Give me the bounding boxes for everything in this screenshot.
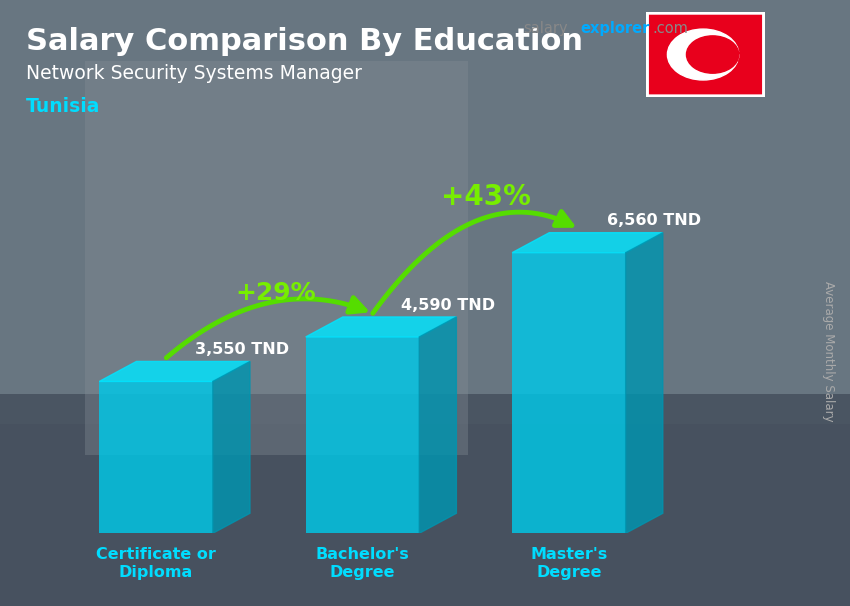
Text: Average Monthly Salary: Average Monthly Salary — [822, 281, 836, 422]
Text: +43%: +43% — [441, 182, 531, 211]
Circle shape — [667, 29, 739, 80]
Text: Salary Comparison By Education: Salary Comparison By Education — [26, 27, 582, 56]
Bar — [306, 337, 419, 533]
Text: Network Security Systems Manager: Network Security Systems Manager — [26, 64, 361, 82]
Bar — [512, 253, 626, 533]
Text: .com: .com — [653, 21, 689, 36]
Text: 4,590 TND: 4,590 TND — [401, 298, 496, 313]
Polygon shape — [512, 233, 663, 253]
Polygon shape — [306, 317, 456, 337]
Text: +29%: +29% — [235, 281, 316, 305]
Text: explorer: explorer — [581, 21, 650, 36]
Text: 3,550 TND: 3,550 TND — [195, 342, 289, 357]
Circle shape — [687, 36, 739, 73]
Polygon shape — [99, 361, 250, 381]
Polygon shape — [419, 317, 456, 533]
Text: 6,560 TND: 6,560 TND — [608, 213, 701, 228]
Polygon shape — [719, 45, 744, 62]
Polygon shape — [626, 233, 663, 533]
Text: Tunisia: Tunisia — [26, 97, 100, 116]
Bar — [99, 381, 212, 533]
Polygon shape — [212, 361, 250, 533]
Text: salary: salary — [523, 21, 568, 36]
